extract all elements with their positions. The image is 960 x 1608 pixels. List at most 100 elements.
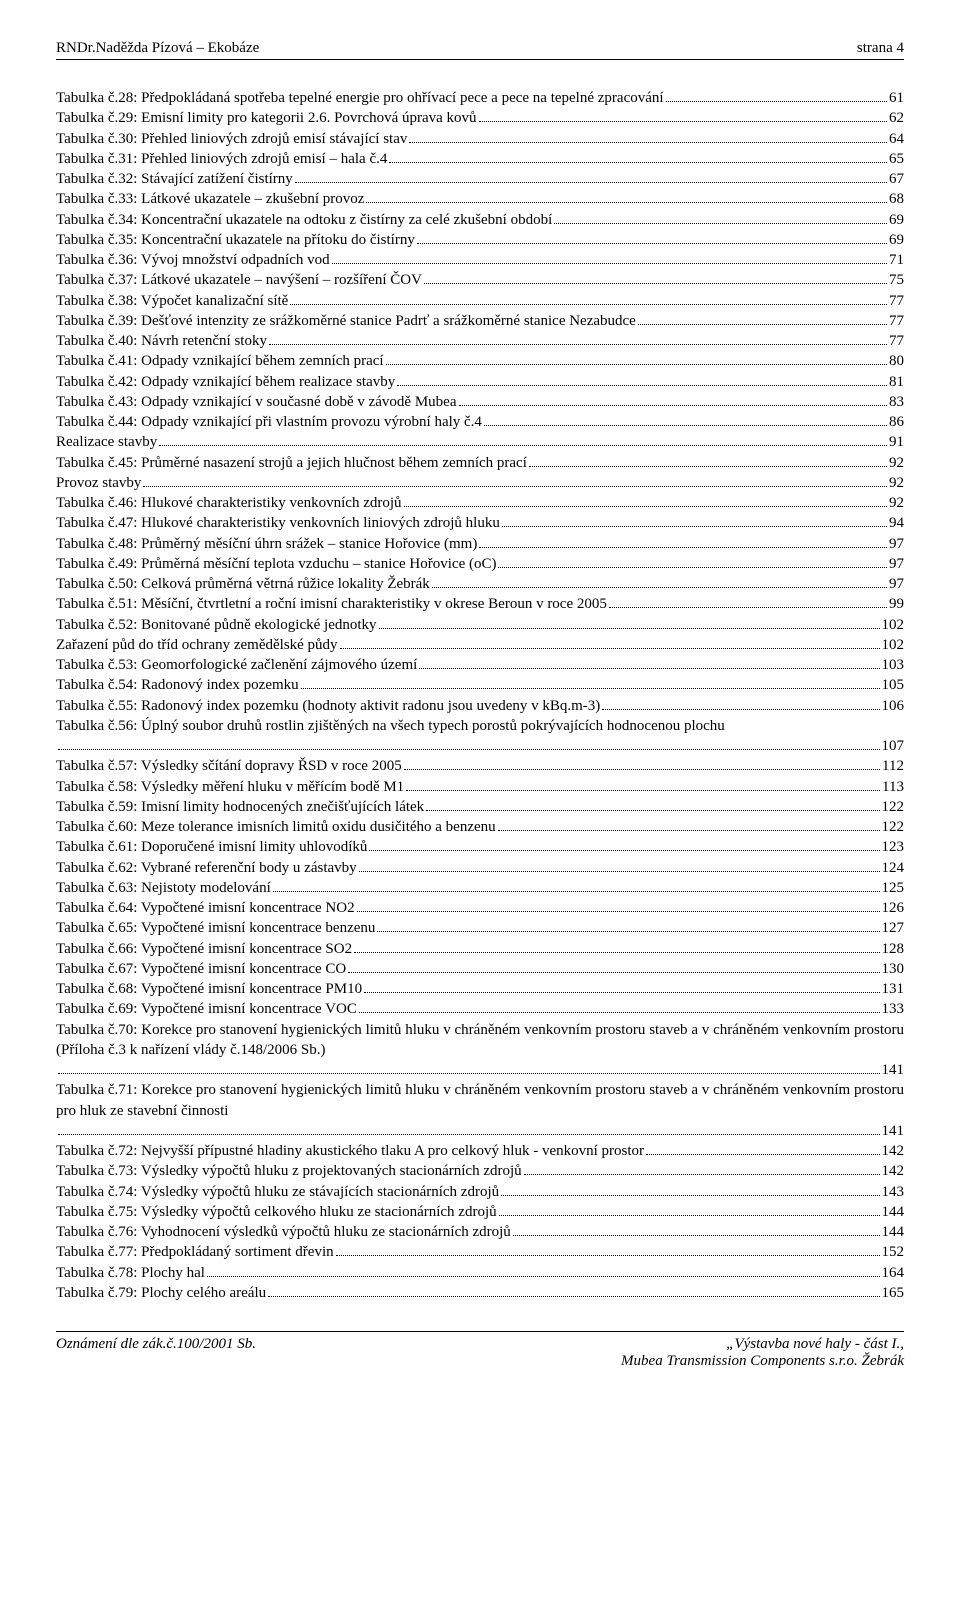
- toc-entry-label: Tabulka č.54: Radonový index pozemku: [56, 675, 299, 695]
- toc-entry: Provoz stavby92: [56, 473, 904, 493]
- toc-entry: Tabulka č.62: Vybrané referenční body u …: [56, 858, 904, 878]
- toc-entry: Tabulka č.51: Měsíční, čtvrtletní a ročn…: [56, 594, 904, 614]
- toc-leader-dots: [354, 952, 879, 953]
- toc-entry-continuation: 141: [56, 1121, 904, 1141]
- toc-entry: Tabulka č.55: Radonový index pozemku (ho…: [56, 696, 904, 716]
- toc-entry-label: Tabulka č.56: Úplný soubor druhů rostlin…: [56, 718, 725, 734]
- toc-entry: Tabulka č.65: Vypočtené imisní koncentra…: [56, 918, 904, 938]
- toc-entry-page: 143: [882, 1182, 905, 1202]
- toc-leader-dots: [301, 688, 880, 689]
- toc-entry-page: 92: [889, 453, 904, 473]
- toc-entry: Tabulka č.48: Průměrný měsíční úhrn sráž…: [56, 534, 904, 554]
- page-header: RNDr.Naděžda Pízová – Ekobáze strana 4: [56, 40, 904, 60]
- toc-leader-dots: [143, 486, 887, 487]
- toc-entry-label: Tabulka č.64: Vypočtené imisní koncentra…: [56, 898, 355, 918]
- page-footer: Oznámení dle zák.č.100/2001 Sb. „Výstavb…: [56, 1331, 904, 1353]
- toc-leader-dots: [332, 263, 887, 264]
- toc-entry-page: 122: [882, 797, 905, 817]
- toc-leader-dots: [498, 830, 880, 831]
- toc-entry: Tabulka č.38: Výpočet kanalizační sítě77: [56, 291, 904, 311]
- toc-entry-label: Tabulka č.49: Průměrná měsíční teplota v…: [56, 554, 496, 574]
- toc-entry: Tabulka č.77: Předpokládaný sortiment dř…: [56, 1242, 904, 1262]
- toc-entry-label: Tabulka č.42: Odpady vznikající během re…: [56, 372, 395, 392]
- toc-leader-dots: [58, 1134, 880, 1135]
- toc-leader-dots: [459, 405, 888, 406]
- toc-entry-page: 92: [889, 473, 904, 493]
- toc-entry-label: Tabulka č.39: Dešťové intenzity ze srážk…: [56, 311, 636, 331]
- toc-leader-dots: [359, 1012, 880, 1013]
- toc-entry-label: Tabulka č.48: Průměrný měsíční úhrn sráž…: [56, 534, 477, 554]
- toc-entry-label: Tabulka č.40: Návrh retenční stoky: [56, 331, 267, 351]
- toc-entry-label: Tabulka č.52: Bonitované půdně ekologick…: [56, 615, 377, 635]
- toc-entry-label: Tabulka č.71: Korekce pro stanovení hygi…: [56, 1082, 904, 1118]
- toc-leader-dots: [58, 749, 880, 750]
- footer-right-top: „Výstavba nové haly - část I.,: [726, 1336, 904, 1353]
- toc-entry: Tabulka č.54: Radonový index pozemku105: [56, 675, 904, 695]
- toc-entry: Tabulka č.42: Odpady vznikající během re…: [56, 372, 904, 392]
- toc-entry-label: Tabulka č.32: Stávající zatížení čistírn…: [56, 169, 293, 189]
- toc-entry-label: Tabulka č.46: Hlukové charakteristiky ve…: [56, 493, 402, 513]
- toc-entry: Tabulka č.78: Plochy hal164: [56, 1263, 904, 1283]
- toc-entry-page: 94: [889, 513, 904, 533]
- toc-entry-label: Realizace stavby: [56, 432, 157, 452]
- toc-entry-page: 112: [882, 756, 904, 776]
- toc-entry: Tabulka č.45: Průměrné nasazení strojů a…: [56, 453, 904, 473]
- toc-entry: Tabulka č.49: Průměrná měsíční teplota v…: [56, 554, 904, 574]
- toc-entry-page: 141: [882, 1060, 905, 1080]
- toc-entry: Tabulka č.68: Vypočtené imisní koncentra…: [56, 979, 904, 999]
- toc-entry: Tabulka č.75: Výsledky výpočtů celkového…: [56, 1202, 904, 1222]
- toc-entry-label: Tabulka č.45: Průměrné nasazení strojů a…: [56, 453, 527, 473]
- toc-leader-dots: [366, 202, 887, 203]
- toc-entry: Zařazení půd do tříd ochrany zemědělské …: [56, 635, 904, 655]
- toc-leader-dots: [357, 911, 880, 912]
- toc-entry-label: Tabulka č.57: Výsledky sčítání dopravy Ř…: [56, 756, 402, 776]
- toc-leader-dots: [479, 121, 887, 122]
- toc-entry-label: Tabulka č.41: Odpady vznikající během ze…: [56, 351, 384, 371]
- toc-leader-dots: [499, 1215, 880, 1216]
- toc-leader-dots: [58, 1073, 880, 1074]
- toc-entry-label: Tabulka č.68: Vypočtené imisní koncentra…: [56, 979, 362, 999]
- toc-leader-dots: [432, 587, 887, 588]
- toc-entry-page: 113: [882, 777, 904, 797]
- toc-leader-dots: [207, 1276, 880, 1277]
- toc-entry: Tabulka č.52: Bonitované půdně ekologick…: [56, 615, 904, 635]
- toc-leader-dots: [269, 344, 887, 345]
- toc-entry: Tabulka č.72: Nejvyšší přípustné hladiny…: [56, 1141, 904, 1161]
- footer-right-bottom: Mubea Transmission Components s.r.o. Žeb…: [621, 1353, 904, 1370]
- toc-entry-page: 75: [889, 270, 904, 290]
- toc-entry-label: Tabulka č.34: Koncentrační ukazatele na …: [56, 210, 552, 230]
- toc-leader-dots: [386, 364, 887, 365]
- toc-entry: Tabulka č.60: Meze tolerance imisních li…: [56, 817, 904, 837]
- toc-leader-dots: [426, 810, 879, 811]
- toc-entry-label: Tabulka č.60: Meze tolerance imisních li…: [56, 817, 496, 837]
- toc-entry: Tabulka č.67: Vypočtené imisní koncentra…: [56, 959, 904, 979]
- toc-entry-page: 69: [889, 210, 904, 230]
- toc-leader-dots: [524, 1174, 880, 1175]
- toc-leader-dots: [409, 142, 887, 143]
- toc-leader-dots: [268, 1296, 879, 1297]
- toc-entry-page: 81: [889, 372, 904, 392]
- toc-entry-page: 71: [889, 250, 904, 270]
- toc-leader-dots: [602, 709, 879, 710]
- toc-entry-continuation: 107: [56, 736, 904, 756]
- toc-entry-label: Tabulka č.29: Emisní limity pro kategori…: [56, 108, 477, 128]
- toc-entry-page: 77: [889, 331, 904, 351]
- toc-entry: Tabulka č.41: Odpady vznikající během ze…: [56, 351, 904, 371]
- toc-entry: Tabulka č.73: Výsledky výpočtů hluku z p…: [56, 1161, 904, 1181]
- toc-entry: Tabulka č.28: Předpokládaná spotřeba tep…: [56, 88, 904, 108]
- toc-leader-dots: [295, 182, 887, 183]
- toc-leader-dots: [501, 1195, 879, 1196]
- toc-entry-page: 102: [882, 615, 905, 635]
- toc-leader-dots: [377, 931, 879, 932]
- toc-entry-label: Tabulka č.30: Přehled liniových zdrojů e…: [56, 129, 407, 149]
- toc-entry-page: 107: [882, 736, 905, 756]
- toc-entry: Tabulka č.59: Imisní limity hodnocených …: [56, 797, 904, 817]
- toc-entry-page: 91: [889, 432, 904, 452]
- toc-entry: Tabulka č.44: Odpady vznikající při vlas…: [56, 412, 904, 432]
- toc-entry-page: 133: [882, 999, 905, 1019]
- toc-entry-label: Tabulka č.28: Předpokládaná spotřeba tep…: [56, 88, 664, 108]
- toc-entry-label: Tabulka č.36: Vývoj množství odpadních v…: [56, 250, 330, 270]
- toc-leader-dots: [406, 790, 880, 791]
- toc-leader-dots: [159, 445, 887, 446]
- toc-leader-dots: [666, 101, 887, 102]
